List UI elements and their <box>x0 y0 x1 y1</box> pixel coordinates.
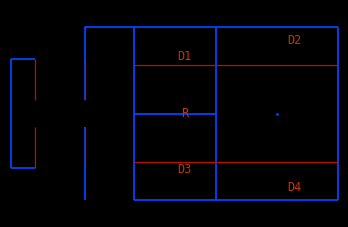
Text: D1: D1 <box>177 50 191 63</box>
Text: D4: D4 <box>287 181 301 194</box>
Text: D3: D3 <box>177 163 191 176</box>
Text: D2: D2 <box>287 34 301 47</box>
Text: R: R <box>181 107 188 120</box>
